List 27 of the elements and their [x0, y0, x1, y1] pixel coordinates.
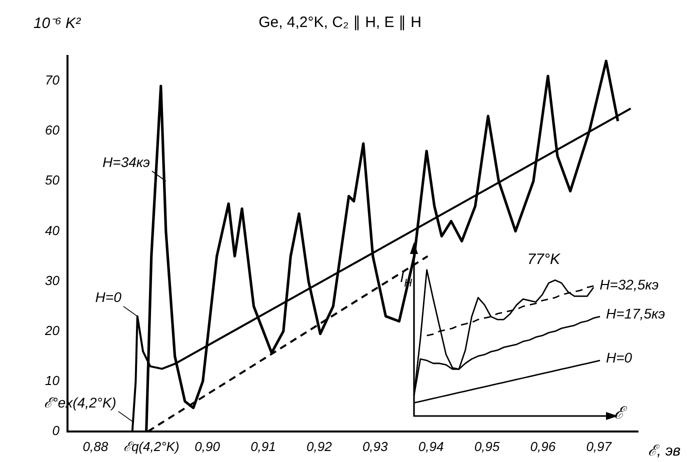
chart-title: Ge, 4,2°K, C₂ ∥ H, E ∥ H: [258, 14, 422, 32]
y-tick-label: 20: [44, 322, 60, 338]
x-tick-label: ℰq(4,2°K): [123, 438, 180, 454]
x-tick-label: 0,91: [250, 438, 276, 454]
x-tick-label: 0,96: [530, 438, 556, 454]
y-axis-title: 10⁻⁶ K²: [33, 15, 82, 32]
x-tick-label: 0,90: [194, 438, 221, 454]
y-tick-label: 70: [44, 72, 60, 88]
x-tick-label: 0,92: [306, 438, 333, 454]
y-tick-label: 30: [44, 272, 60, 288]
series-label: H=0: [606, 349, 632, 366]
x-tick-label: 0,93: [362, 438, 389, 454]
y-tick-label: 10: [44, 372, 60, 388]
y-tick-label: 60: [44, 122, 60, 138]
y-tick-label: 40: [44, 222, 60, 238]
annotation: H=0: [95, 289, 122, 306]
annotation: 77°K: [527, 251, 561, 268]
series-label: H=32,5кэ: [600, 276, 659, 292]
x-tick-label: 0,88: [82, 438, 109, 454]
y-tick-label: 50: [44, 172, 60, 188]
y-tick-label: 0: [52, 423, 60, 438]
annotation: H=34кэ: [102, 154, 150, 170]
x-tick-label: 0,94: [418, 438, 444, 454]
x-tick-label: 0,97: [586, 438, 612, 454]
series-label: H=17,5кэ: [606, 306, 666, 322]
x-tick-label: 0,95: [474, 438, 500, 454]
x-axis-title: ℰ, эв: [648, 442, 681, 460]
